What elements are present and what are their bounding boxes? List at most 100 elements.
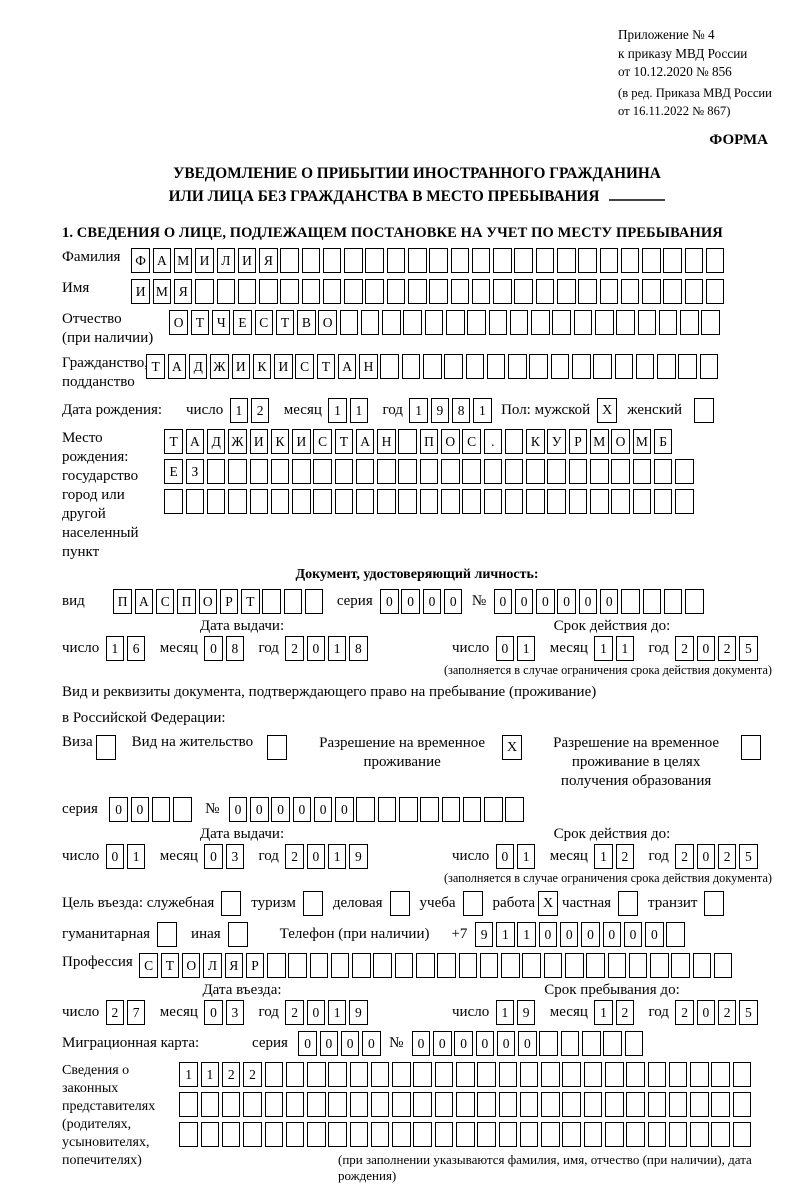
char-cell[interactable] [668, 1062, 688, 1088]
char-cell[interactable] [635, 354, 655, 380]
char-cell[interactable]: 9 [516, 1000, 536, 1026]
char-cell[interactable]: 9 [474, 922, 494, 948]
char-cell[interactable] [446, 310, 465, 336]
char-cell[interactable]: 0 [250, 797, 269, 823]
char-cell[interactable]: 1 [495, 1000, 515, 1026]
char-cell[interactable] [292, 489, 311, 515]
char-cell[interactable]: 2 [285, 636, 304, 662]
purpose-transit-checkbox[interactable] [704, 891, 725, 917]
char-cell[interactable]: Я [224, 953, 244, 979]
char-cell[interactable] [355, 459, 375, 485]
char-cell[interactable]: 2 [717, 844, 737, 870]
char-cell[interactable] [705, 248, 725, 274]
char-cell[interactable]: 8 [225, 636, 245, 662]
char-cell[interactable]: С [313, 429, 332, 455]
char-cell[interactable]: С [462, 429, 481, 455]
char-cell[interactable] [543, 953, 563, 979]
char-cell[interactable]: 1 [409, 398, 428, 424]
char-cell[interactable]: У [547, 429, 566, 455]
char-cell[interactable]: Р [219, 589, 239, 615]
char-cell[interactable] [243, 1092, 262, 1118]
char-cell[interactable] [505, 797, 524, 823]
char-cell[interactable]: 0 [422, 589, 442, 615]
char-cell[interactable] [663, 248, 682, 274]
char-cell[interactable]: С [155, 589, 175, 615]
char-cell[interactable] [711, 1062, 730, 1088]
char-cell[interactable] [285, 1122, 305, 1148]
char-cell[interactable] [599, 248, 619, 274]
char-cell[interactable] [249, 489, 269, 515]
char-cell[interactable]: 5 [739, 1000, 758, 1026]
char-cell[interactable]: О [198, 589, 218, 615]
char-cell[interactable]: А [167, 354, 187, 380]
char-cell[interactable] [394, 953, 414, 979]
char-cell[interactable]: О [611, 429, 630, 455]
char-cell[interactable]: О [169, 310, 188, 336]
char-cell[interactable]: 1 [349, 398, 369, 424]
purpose-study-checkbox[interactable] [462, 891, 483, 917]
char-cell[interactable]: Я [259, 248, 278, 274]
char-cell[interactable] [413, 1062, 432, 1088]
char-cell[interactable] [200, 1092, 220, 1118]
char-cell[interactable]: 0 [319, 1031, 339, 1057]
char-cell[interactable] [424, 310, 444, 336]
char-cell[interactable] [179, 1122, 198, 1148]
char-cell[interactable] [692, 953, 712, 979]
char-cell[interactable] [285, 1062, 305, 1088]
char-cell[interactable] [283, 589, 303, 615]
char-cell[interactable]: Ж [228, 429, 247, 455]
char-cell[interactable]: А [355, 429, 375, 455]
char-cell[interactable]: 8 [349, 636, 368, 662]
char-cell[interactable] [429, 248, 448, 274]
char-cell[interactable]: Л [216, 248, 236, 274]
char-cell[interactable] [179, 1092, 198, 1118]
char-cell[interactable] [590, 459, 609, 485]
char-cell[interactable] [365, 279, 384, 305]
char-cell[interactable]: 0 [454, 1031, 473, 1057]
char-cell[interactable] [349, 1092, 369, 1118]
char-cell[interactable]: 1 [594, 636, 613, 662]
char-cell[interactable]: 0 [313, 797, 333, 823]
char-cell[interactable]: К [270, 429, 290, 455]
char-cell[interactable]: 6 [126, 636, 146, 662]
char-cell[interactable] [522, 953, 541, 979]
char-cell[interactable]: И [231, 354, 251, 380]
male-checkbox[interactable]: X [597, 398, 618, 424]
char-cell[interactable] [441, 459, 460, 485]
char-cell[interactable] [632, 459, 652, 485]
char-cell[interactable] [488, 310, 508, 336]
char-cell[interactable]: 0 [645, 922, 664, 948]
char-cell[interactable] [264, 1092, 284, 1118]
char-cell[interactable]: 2 [243, 1062, 262, 1088]
char-cell[interactable]: Т [334, 429, 354, 455]
char-cell[interactable] [642, 589, 662, 615]
char-cell[interactable]: А [185, 429, 205, 455]
char-cell[interactable]: 0 [602, 922, 622, 948]
char-cell[interactable] [519, 1062, 539, 1088]
char-cell[interactable]: 0 [536, 589, 555, 615]
char-cell[interactable] [626, 1062, 645, 1088]
char-cell[interactable]: 1 [200, 1062, 220, 1088]
char-cell[interactable] [462, 797, 482, 823]
char-cell[interactable] [699, 354, 719, 380]
female-checkbox[interactable] [694, 398, 715, 424]
char-cell[interactable]: Ф [131, 248, 150, 274]
char-cell[interactable] [684, 279, 704, 305]
char-cell[interactable]: И [292, 429, 311, 455]
char-cell[interactable] [434, 1092, 454, 1118]
char-cell[interactable]: . [483, 429, 503, 455]
char-cell[interactable] [380, 354, 399, 380]
char-cell[interactable] [392, 1122, 411, 1148]
char-cell[interactable] [583, 1092, 603, 1118]
purpose-other-checkbox[interactable] [227, 922, 248, 948]
char-cell[interactable] [607, 953, 627, 979]
char-cell[interactable] [437, 953, 456, 979]
char-cell[interactable]: 2 [250, 398, 270, 424]
char-cell[interactable]: Т [241, 589, 260, 615]
char-cell[interactable] [713, 953, 733, 979]
char-cell[interactable] [626, 1122, 645, 1148]
char-cell[interactable] [419, 489, 439, 515]
char-cell[interactable]: 2 [285, 844, 304, 870]
char-cell[interactable] [690, 1122, 709, 1148]
char-cell[interactable]: 1 [229, 398, 249, 424]
